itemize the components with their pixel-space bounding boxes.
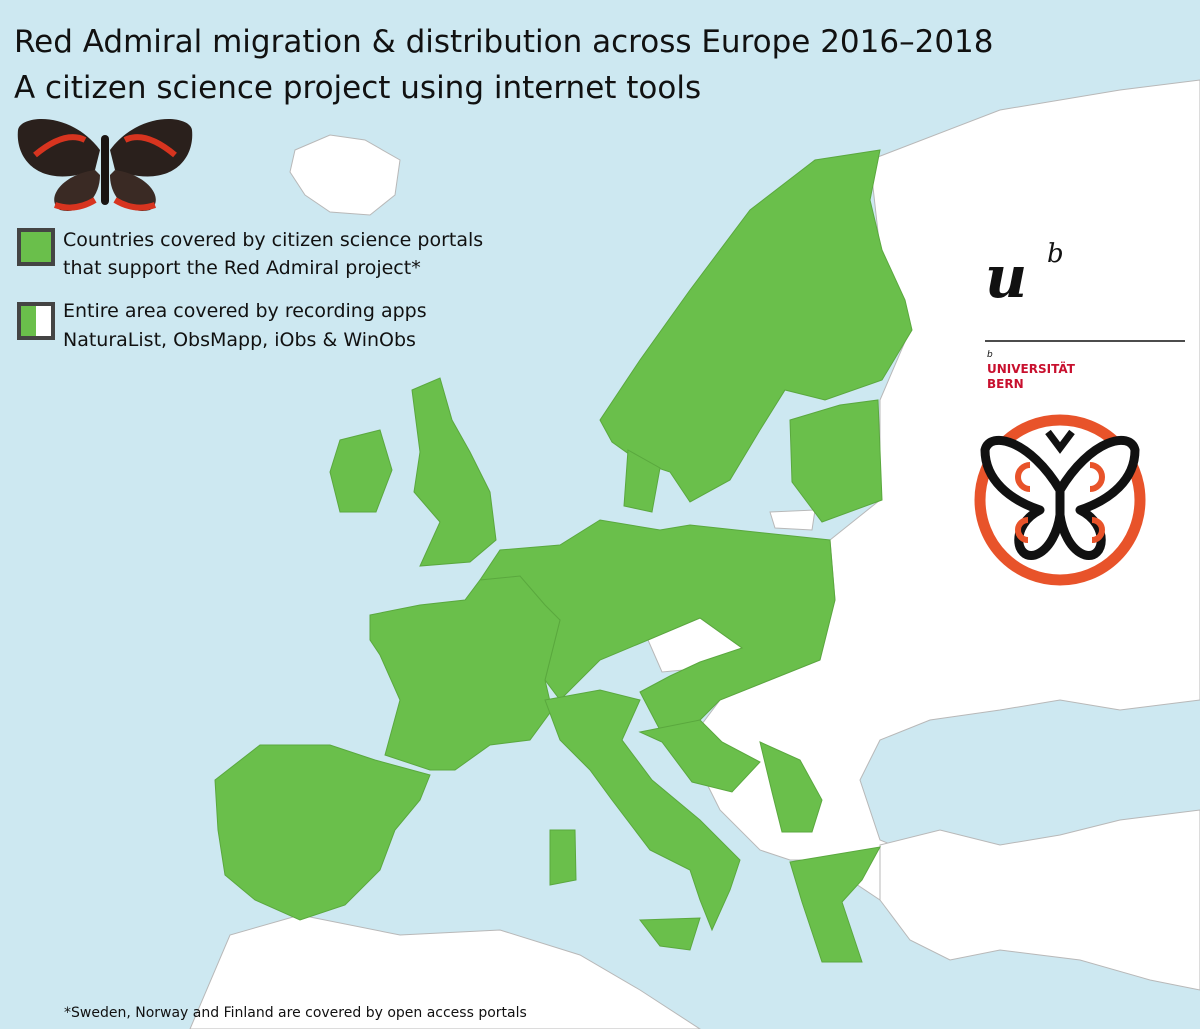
black-sea — [900, 715, 1150, 840]
logo-name: BERN — [987, 377, 1024, 391]
north-africa — [189, 914, 701, 1029]
logo-mark: u — [985, 243, 1027, 311]
logo-small: b — [987, 350, 993, 360]
legend-label: Countries covered by citizen science por… — [63, 229, 483, 251]
croatia-slovenia — [638, 719, 761, 793]
legend-label: NaturaList, ObsMapp, iObs & WinObs — [63, 329, 416, 351]
france — [369, 575, 561, 771]
iberia — [214, 744, 431, 921]
ireland — [329, 429, 393, 513]
legend-label: Entire area covered by recording apps — [63, 300, 427, 322]
legend-label: that support the Red Admiral project* — [63, 257, 421, 279]
title: Red Admiral migration & distribution acr… — [14, 24, 994, 60]
legend-swatch-half-green — [21, 306, 36, 336]
scandinavia — [599, 149, 913, 503]
greece — [789, 846, 881, 963]
butterfly-photo — [17, 118, 193, 211]
logo-name: UNIVERSITÄT — [987, 361, 1076, 376]
footnote: *Sweden, Norway and Finland are covered … — [64, 1005, 527, 1021]
italy — [544, 689, 741, 932]
sardinia — [549, 829, 577, 886]
legend-swatch-green — [17, 228, 55, 266]
turkey — [879, 809, 1200, 991]
project-logo — [974, 414, 1146, 586]
iceland — [289, 134, 401, 216]
serbia — [759, 741, 823, 833]
title: A citizen science project using internet… — [14, 70, 701, 106]
sicily — [639, 917, 701, 951]
logo-superscript: b — [1047, 239, 1064, 269]
great-britain — [411, 377, 497, 567]
belarus-gap — [769, 509, 816, 531]
denmark — [623, 449, 661, 513]
baltics — [789, 399, 883, 523]
